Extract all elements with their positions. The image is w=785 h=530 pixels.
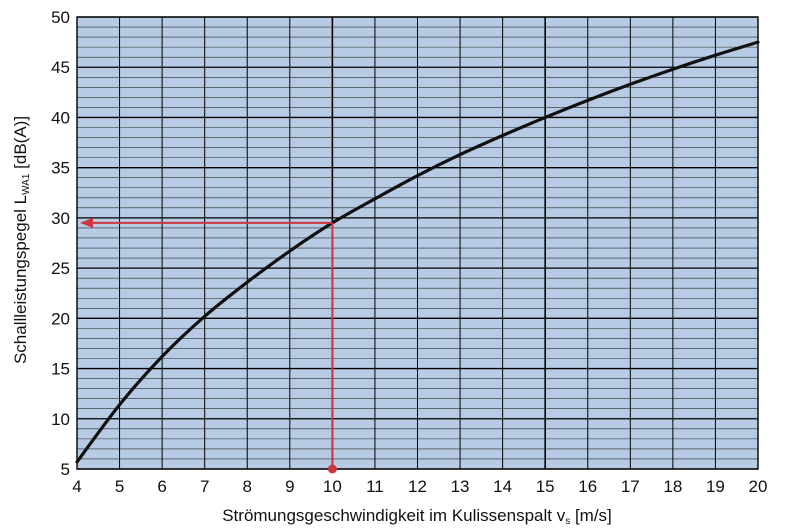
y-tick-label: 5	[61, 460, 70, 479]
y-axis-label-text: Schallleistungspegel L	[11, 195, 30, 364]
x-tick-label: 6	[157, 477, 166, 496]
y-tick-label: 20	[51, 309, 70, 328]
y-axis-label-subscript: WA1	[21, 173, 32, 195]
x-tick-label: 7	[200, 477, 209, 496]
x-tick-label: 17	[621, 477, 640, 496]
x-tick-label: 10	[323, 477, 342, 496]
y-tick-label: 50	[51, 8, 70, 27]
y-tick-label: 30	[51, 209, 70, 228]
x-tick-label: 5	[115, 477, 124, 496]
series-points	[76, 42, 759, 463]
x-tick-label: 9	[285, 477, 294, 496]
plot-frame	[76, 16, 759, 470]
x-tick-label: 14	[493, 477, 512, 496]
annotation-start-dot	[327, 464, 337, 474]
x-axis-label-subscript: s	[565, 516, 570, 527]
y-tick-label: 15	[51, 360, 70, 379]
x-axis-label-unit: [m/s]	[570, 506, 612, 525]
x-tick-label: 16	[578, 477, 597, 496]
annotation	[80, 217, 337, 474]
y-tick-label: 45	[51, 58, 70, 77]
annotation-arrowhead	[80, 217, 93, 228]
y-tick-label: 25	[51, 259, 70, 278]
x-axis-label: Strömungsgeschwindigkeit im Kulissenspal…	[222, 506, 612, 527]
y-tick-label: 40	[51, 108, 70, 127]
x-tick-label: 8	[243, 477, 252, 496]
x-axis-label-text: Strömungsgeschwindigkeit im Kulissenspal…	[222, 506, 565, 525]
major-gridlines	[76, 16, 759, 470]
x-tick-label: 20	[749, 477, 768, 496]
x-tick-label: 18	[663, 477, 682, 496]
x-tick-labels: 4 5 6 7 8 9 10 11 12 13 14 15 16 17 18 19 20	[72, 477, 767, 496]
x-tick-label: 11	[366, 477, 384, 496]
y-tick-labels: 5 10 15 20 25 30 35 40 45 50	[51, 8, 70, 479]
y-axis-label: Schallleistungspegel LWA1 [dB(A)]	[11, 116, 32, 364]
x-tick-label: 15	[536, 477, 555, 496]
y-tick-label: 35	[51, 159, 70, 178]
x-tick-label: 13	[451, 477, 470, 496]
y-axis-label-unit: [dB(A)]	[11, 116, 30, 174]
x-tick-label: 19	[706, 477, 725, 496]
x-tick-label: 4	[72, 477, 81, 496]
y-tick-label: 10	[51, 410, 70, 429]
x-tick-label: 12	[408, 477, 427, 496]
